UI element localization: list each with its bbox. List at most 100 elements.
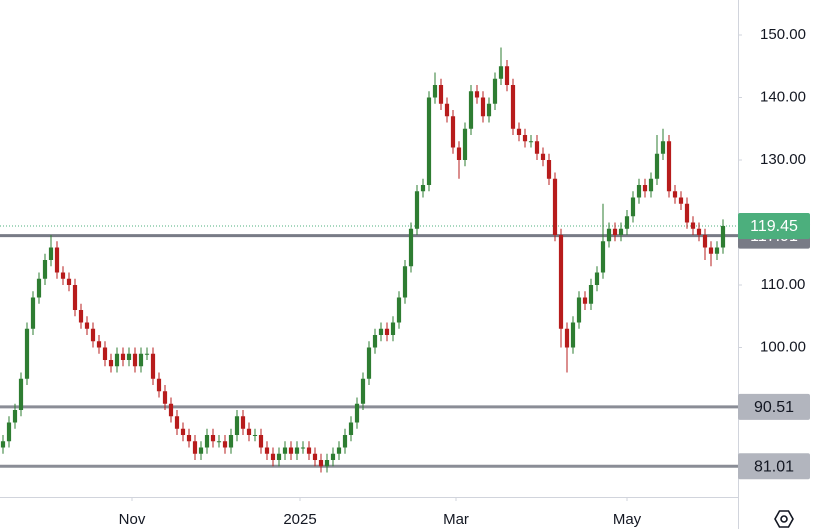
candle-body [354,403,360,423]
candle-body [168,403,174,417]
candle-body [276,453,282,460]
candle-body [588,285,594,304]
candle-body [612,228,618,235]
candle-body [360,378,366,404]
candle-body [0,441,6,448]
candle-body [78,310,84,323]
candle-body [60,272,66,279]
candle-body [696,228,702,235]
candle-body [414,191,420,229]
candle-body [600,241,606,273]
y-tick-label: 150.00 [760,26,806,43]
candle-body [156,378,162,392]
candle-body [246,428,252,435]
candle-body [252,435,258,436]
candle-body [390,322,396,335]
candle-body [102,347,108,360]
x-tick-label: 2025 [283,511,316,528]
candle-body [150,353,156,379]
price-line-tag [738,393,810,420]
candle-body [72,285,78,310]
candle-body [402,266,408,298]
candle-body [480,97,486,117]
settings-icon[interactable] [774,510,794,528]
candle-body [18,378,24,410]
candle-body [618,228,624,235]
candle-body [534,141,540,154]
candle-body [408,228,414,267]
candle-body [198,447,204,454]
candle-body [294,447,300,454]
candle-body [552,178,558,235]
candle-body [582,297,588,304]
candle-body [120,353,126,360]
candle-body [162,391,168,404]
price-line-tag-label: 90.51 [754,399,794,416]
candle-body [282,447,288,454]
candle-body [522,135,528,142]
settings-dot [780,515,788,523]
candle-body [114,353,120,367]
candle-body [684,203,690,223]
candle-body [678,197,684,204]
axis-area: 100.00110.00120.00130.00140.00150.00Nov2… [119,26,810,528]
candle-body [318,460,324,467]
candle-body [462,128,468,160]
y-tick-label: 140.00 [760,88,806,105]
candle-body [546,160,552,179]
candle-body [234,416,240,435]
candle-body [570,322,576,348]
candle-body [660,141,666,154]
candle-body [12,410,18,423]
candle-body [144,353,150,355]
candle-body [528,141,534,143]
candle-body [210,435,216,442]
candle-body [456,147,462,160]
candle-body [228,435,234,448]
candle-body [642,185,648,192]
candle-body [66,278,72,285]
candle-body [126,353,132,360]
candle-body [384,328,390,335]
candle-body [540,153,546,160]
candle-body [420,185,426,192]
candle-body [48,247,54,260]
candle-body [486,103,492,117]
candle-body [630,197,636,217]
candle-body [702,235,708,248]
candle-body [558,235,564,329]
candle-body [348,422,354,435]
candle-body [504,66,510,85]
candle-body [690,222,696,229]
candle-body [510,85,516,129]
candle-body [240,416,246,429]
candle-body [336,447,342,454]
y-tick-label: 130.00 [760,151,806,168]
candle-body [306,447,312,454]
candle-body [594,272,600,285]
candle-body [474,91,480,98]
candle-body [42,260,48,279]
candle-body [342,435,348,448]
candle-body [714,247,720,254]
settings-hexagon [774,510,794,528]
y-tick-label: 100.00 [760,338,806,355]
candle-body [54,247,60,273]
candle-body [192,441,198,454]
candle-body [666,141,672,192]
candle-body [138,353,144,367]
last-price-tag-label: 119.45 [750,218,798,235]
candle-body [312,453,318,460]
candle-body [438,85,444,104]
y-tick-label: 110.00 [761,276,806,293]
candle-body [84,322,90,329]
candle-body [216,441,222,443]
candle-body [108,360,114,367]
candle-body [648,178,654,192]
candle-body [564,328,570,348]
candle-body [654,153,660,179]
candle-body [96,341,102,348]
candle-body [264,447,270,454]
candle-body [366,347,372,379]
